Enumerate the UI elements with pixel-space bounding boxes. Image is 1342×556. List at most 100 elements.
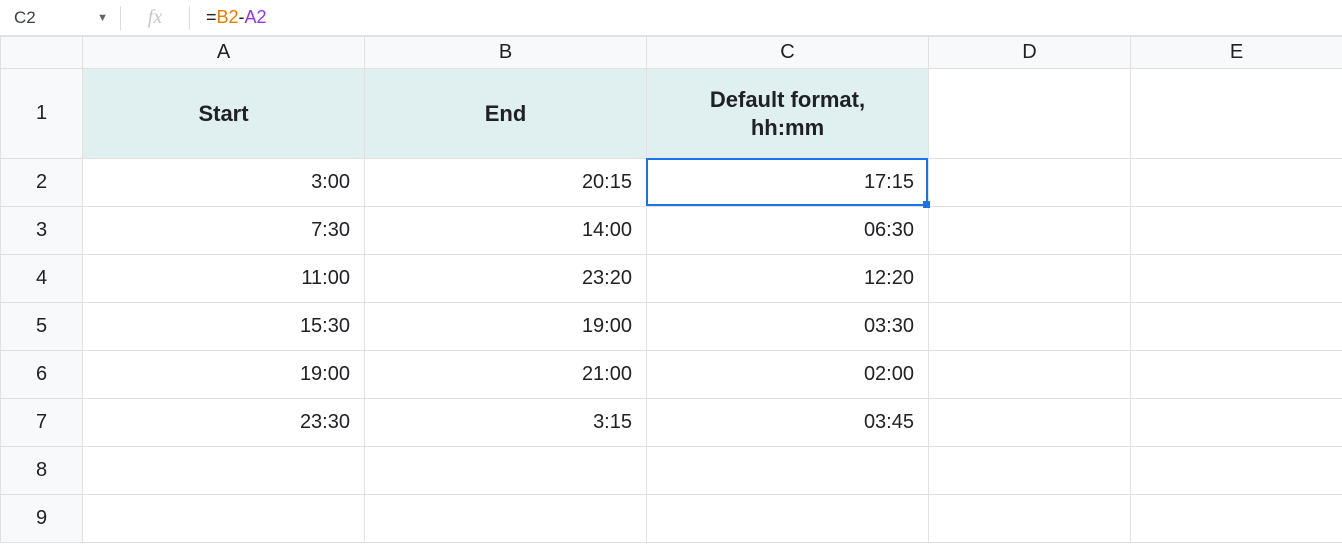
cell-D4[interactable] — [929, 255, 1131, 303]
cell-C8[interactable] — [647, 447, 929, 495]
formula-eq: = — [206, 7, 217, 28]
cell-C5[interactable]: 03:30 — [647, 303, 929, 351]
row-header-9[interactable]: 9 — [1, 495, 83, 543]
row-header-8[interactable]: 8 — [1, 447, 83, 495]
cell-B3[interactable]: 14:00 — [365, 207, 647, 255]
row-header-2[interactable]: 2 — [1, 159, 83, 207]
cell-value: 19:00 — [83, 351, 364, 398]
cell-D5[interactable] — [929, 303, 1131, 351]
cell-A2[interactable]: 3:00 — [83, 159, 365, 207]
table-row: 4 11:00 23:20 12:20 — [1, 255, 1342, 303]
cell-E7[interactable] — [1131, 399, 1342, 447]
fx-icon: fx — [121, 6, 189, 29]
cell-D2[interactable] — [929, 159, 1131, 207]
cell-D9[interactable] — [929, 495, 1131, 543]
table-row: 1 Start End Default format, hh:mm — [1, 69, 1342, 159]
cell-C9[interactable] — [647, 495, 929, 543]
cell-C4[interactable]: 12:20 — [647, 255, 929, 303]
cell-D7[interactable] — [929, 399, 1131, 447]
spreadsheet-grid[interactable]: A B C D E 1 Start End Default format, hh… — [0, 36, 1342, 543]
cell-E2[interactable] — [1131, 159, 1342, 207]
cell-B4[interactable]: 23:20 — [365, 255, 647, 303]
cell-value: 15:30 — [83, 303, 364, 350]
cell-B9[interactable] — [365, 495, 647, 543]
cell-A6[interactable]: 19:00 — [83, 351, 365, 399]
cell-D8[interactable] — [929, 447, 1131, 495]
cell-C7[interactable]: 03:45 — [647, 399, 929, 447]
table-row: 3 7:30 14:00 06:30 — [1, 207, 1342, 255]
name-box[interactable]: C2 ▼ — [0, 0, 120, 35]
cell-A7[interactable]: 23:30 — [83, 399, 365, 447]
cell-B1[interactable]: End — [365, 69, 647, 159]
col-header-D[interactable]: D — [929, 37, 1131, 69]
cell-value: 3:00 — [83, 159, 364, 206]
cell-value: 19:00 — [365, 303, 646, 350]
header-end: End — [365, 69, 646, 158]
cell-E3[interactable] — [1131, 207, 1342, 255]
cell-D1[interactable] — [929, 69, 1131, 159]
cell-B6[interactable]: 21:00 — [365, 351, 647, 399]
cell-D6[interactable] — [929, 351, 1131, 399]
cell-A9[interactable] — [83, 495, 365, 543]
name-box-dropdown-icon[interactable]: ▼ — [97, 12, 108, 24]
cell-E4[interactable] — [1131, 255, 1342, 303]
col-header-E[interactable]: E — [1131, 37, 1342, 69]
cell-B2[interactable]: 20:15 — [365, 159, 647, 207]
cell-value: 03:45 — [647, 399, 928, 446]
cell-A1[interactable]: Start — [83, 69, 365, 159]
cell-value: 14:00 — [365, 207, 646, 254]
header-start: Start — [83, 69, 364, 158]
cell-C3[interactable]: 06:30 — [647, 207, 929, 255]
col-header-C[interactable]: C — [647, 37, 929, 69]
row-header-3[interactable]: 3 — [1, 207, 83, 255]
formula-ref-b: B2 — [217, 7, 239, 28]
formula-input[interactable]: = B2 - A2 — [190, 0, 1342, 35]
cell-C2[interactable]: 17:15 — [647, 159, 929, 207]
cell-value: 23:20 — [365, 255, 646, 302]
row-header-6[interactable]: 6 — [1, 351, 83, 399]
cell-value: 06:30 — [647, 207, 928, 254]
col-header-B[interactable]: B — [365, 37, 647, 69]
cell-value: 23:30 — [83, 399, 364, 446]
cell-value: 02:00 — [647, 351, 928, 398]
cell-value: 7:30 — [83, 207, 364, 254]
cell-C1[interactable]: Default format, hh:mm — [647, 69, 929, 159]
select-all-corner[interactable] — [1, 37, 83, 69]
cell-E8[interactable] — [1131, 447, 1342, 495]
cell-C6[interactable]: 02:00 — [647, 351, 929, 399]
cell-A8[interactable] — [83, 447, 365, 495]
cell-E6[interactable] — [1131, 351, 1342, 399]
cell-value: 03:30 — [647, 303, 928, 350]
cell-D3[interactable] — [929, 207, 1131, 255]
column-header-row: A B C D E — [1, 37, 1342, 69]
cell-value: 12:20 — [647, 255, 928, 302]
cell-A5[interactable]: 15:30 — [83, 303, 365, 351]
cell-E5[interactable] — [1131, 303, 1342, 351]
table-row: 2 3:00 20:15 17:15 — [1, 159, 1342, 207]
cell-A4[interactable]: 11:00 — [83, 255, 365, 303]
table-row: 5 15:30 19:00 03:30 — [1, 303, 1342, 351]
table-row: 8 — [1, 447, 1342, 495]
table-row: 9 — [1, 495, 1342, 543]
col-header-A[interactable]: A — [83, 37, 365, 69]
cell-value: 11:00 — [83, 255, 364, 302]
row-header-7[interactable]: 7 — [1, 399, 83, 447]
header-default-format: Default format, hh:mm — [647, 69, 928, 158]
cell-E9[interactable] — [1131, 495, 1342, 543]
formula-ref-a: A2 — [245, 7, 267, 28]
cell-B5[interactable]: 19:00 — [365, 303, 647, 351]
name-box-value: C2 — [14, 8, 36, 28]
formula-bar: C2 ▼ fx = B2 - A2 — [0, 0, 1342, 36]
cell-E1[interactable] — [1131, 69, 1342, 159]
cell-value: 21:00 — [365, 351, 646, 398]
table-row: 7 23:30 3:15 03:45 — [1, 399, 1342, 447]
cell-value: 20:15 — [365, 159, 646, 206]
table-row: 6 19:00 21:00 02:00 — [1, 351, 1342, 399]
row-header-4[interactable]: 4 — [1, 255, 83, 303]
cell-B8[interactable] — [365, 447, 647, 495]
cell-A3[interactable]: 7:30 — [83, 207, 365, 255]
cell-B7[interactable]: 3:15 — [365, 399, 647, 447]
row-header-1[interactable]: 1 — [1, 69, 83, 159]
row-header-5[interactable]: 5 — [1, 303, 83, 351]
cell-value: 3:15 — [365, 399, 646, 446]
